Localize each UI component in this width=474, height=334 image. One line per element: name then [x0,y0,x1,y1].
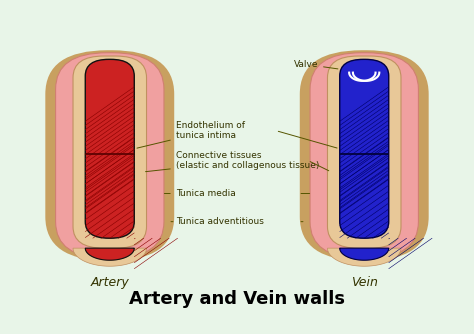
Polygon shape [328,248,401,266]
Text: Vein: Vein [351,276,378,289]
Text: Tunica adventitious: Tunica adventitious [171,217,264,226]
FancyBboxPatch shape [301,51,428,260]
Text: Endothelium of
tunica intima: Endothelium of tunica intima [137,121,245,148]
Text: Valve: Valve [293,60,338,69]
FancyBboxPatch shape [310,53,419,258]
FancyBboxPatch shape [328,56,401,248]
FancyBboxPatch shape [85,59,134,238]
FancyBboxPatch shape [73,56,146,248]
Text: Artery: Artery [91,276,129,289]
Text: Tunica media: Tunica media [164,189,236,198]
FancyBboxPatch shape [340,59,389,238]
Polygon shape [73,248,146,266]
Text: Artery and Vein walls: Artery and Vein walls [129,291,345,309]
FancyBboxPatch shape [46,51,173,260]
Polygon shape [340,248,389,260]
Polygon shape [85,248,134,260]
FancyBboxPatch shape [55,53,164,258]
Text: Connective tissues
(elastic and collagenous tissue): Connective tissues (elastic and collagen… [146,151,319,172]
